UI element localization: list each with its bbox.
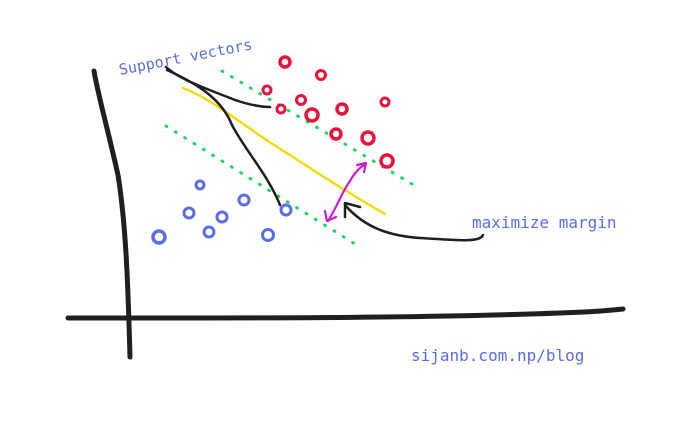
maximize-margin-arrow [343,201,485,242]
upper-margin-line [220,69,414,186]
negative-point [237,193,251,207]
margin-lines [164,69,414,246]
maximize-margin-arrow-line [343,203,485,242]
x-axis [65,306,626,321]
positive-point [379,96,391,108]
margin-width-arrow-head-top [355,161,368,174]
pointer-to-positive-support-vector [164,65,272,109]
negative-class-points [151,179,293,245]
support-vectors-label: Support vectors [117,35,253,79]
negative-point [151,229,167,245]
margin-width-arrow [323,161,368,223]
margin-width-arrow-line [326,162,368,223]
maximize-margin-label: maximize margin [472,213,617,232]
negative-point [202,225,216,239]
negative-point [194,179,206,191]
y-axis [91,68,133,360]
positive-support-vector [379,153,395,169]
negative-point [261,228,275,242]
positive-point [315,69,327,81]
negative-point [182,206,196,220]
positive-point [360,130,376,146]
maximize-margin-arrow-head [343,201,362,219]
negative-support-vector [279,203,293,217]
margin-width-arrow-head-bottom [323,209,338,223]
positive-point [261,84,273,96]
positive-point [335,102,349,116]
credit-label: sijanb.com.np/blog [411,346,584,365]
positive-point [278,55,292,69]
support-vector-pointers [164,65,282,207]
axes [65,68,626,360]
positive-point [295,94,307,106]
positive-class-points [261,55,395,169]
negative-point [215,210,229,224]
lower-margin-line [164,124,357,246]
positive-point [329,127,343,141]
positive-point [304,107,320,123]
positive-support-vector [275,103,287,115]
decision-boundary-line [181,86,387,216]
pointer-to-negative-support-vector [165,68,282,207]
